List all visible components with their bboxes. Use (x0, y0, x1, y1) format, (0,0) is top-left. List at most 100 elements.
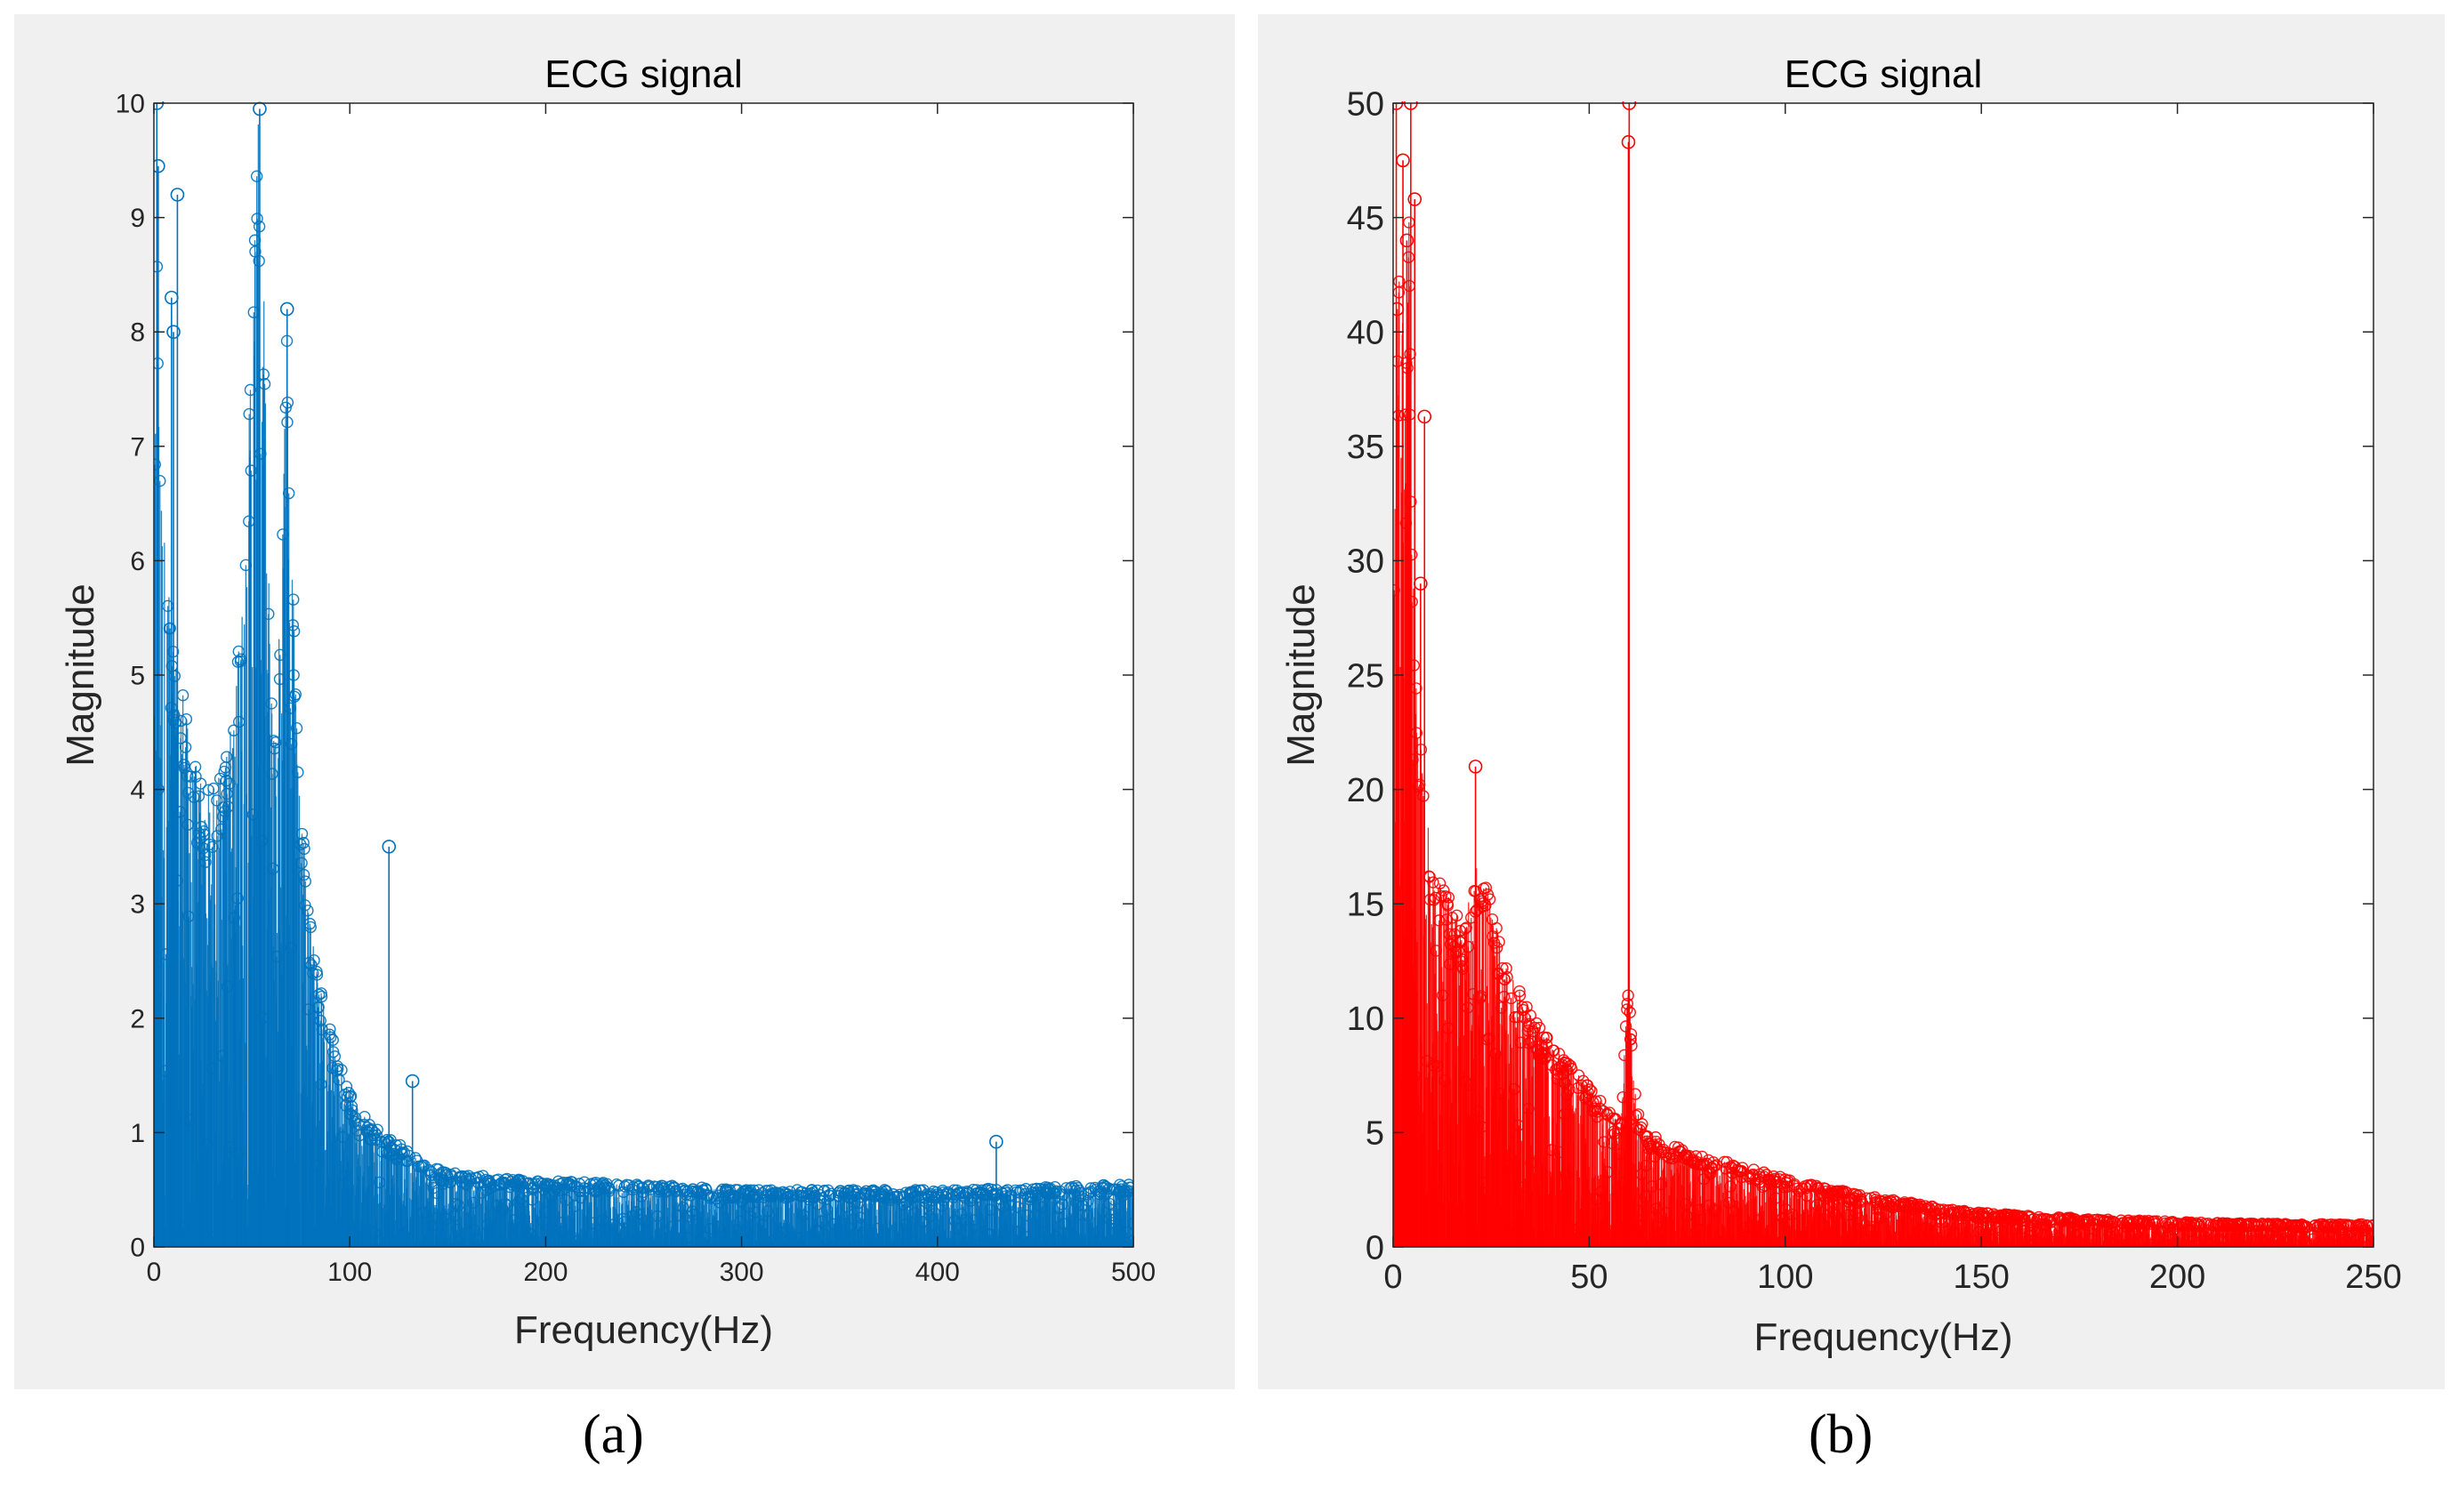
stem-marker-a (447, 1210, 461, 1223)
data-series-a (154, 101, 1133, 1247)
y-tick-label-a-7: 7 (130, 432, 145, 462)
tall-stem-marker-a-4 (166, 325, 181, 340)
stem-marker-a (899, 1218, 913, 1231)
y-tick-label-a-6: 6 (130, 547, 145, 576)
stem-marker-a (870, 1222, 883, 1235)
stem-marker-a (183, 1114, 196, 1126)
stem-marker-a (199, 856, 212, 868)
chart-title-a: ECG signal (544, 52, 743, 96)
stem-marker-a (302, 905, 314, 917)
stem-marker-a (154, 458, 161, 470)
stem-marker-a (630, 1206, 642, 1218)
stem-marker-a (270, 736, 282, 749)
stem-marker-a (214, 772, 227, 785)
stem-marker-a (198, 848, 212, 862)
stem-marker-a (270, 950, 283, 963)
stem-marker-a (1038, 1226, 1051, 1239)
stem-marker-a (250, 170, 263, 182)
tall-stem-marker-a-3 (165, 290, 179, 305)
stem-marker-a (330, 1065, 343, 1077)
stem-marker-a (526, 1194, 539, 1206)
x-axis-label-a: Frequency(Hz) (514, 1308, 773, 1352)
stem-marker-a (188, 791, 200, 803)
stem-marker-a (173, 806, 186, 818)
stem-marker-a (324, 1023, 336, 1035)
stem-marker-a (1070, 1196, 1083, 1210)
y-tick-label-a-8: 8 (130, 318, 145, 348)
stem-marker-a (704, 1222, 716, 1235)
stem-marker-a (216, 810, 230, 823)
stem-marker-a (776, 1226, 788, 1239)
stem-marker-a (287, 669, 300, 681)
stem-marker-a (626, 1210, 640, 1222)
stem-marker-a (857, 1226, 869, 1240)
stem-marker-a (536, 1215, 549, 1227)
stem-marker-a (1058, 1218, 1071, 1230)
stem-marker-a (440, 1169, 454, 1181)
stem-marker-a (211, 794, 223, 807)
stem-marker-a (712, 1221, 725, 1234)
tall-stem-marker-a-8 (405, 1074, 420, 1089)
stem-marker-a (827, 1218, 840, 1231)
stem-marker-a (852, 1196, 866, 1210)
stem-marker-a (636, 1182, 649, 1194)
stem-marker-a (453, 1235, 465, 1247)
stem-marker-a (298, 842, 310, 856)
stem-marker-a (289, 688, 302, 701)
stem-marker-a (231, 892, 244, 905)
stem-marker-a (512, 1196, 525, 1209)
stem-marker-a (1052, 1201, 1066, 1213)
y-tick-label-a-0: 0 (130, 1234, 145, 1263)
stem-marker-a (395, 1143, 408, 1155)
stem-marker-a (182, 910, 195, 923)
stem-marker-a (1127, 1217, 1133, 1229)
stem-marker-a (1081, 1209, 1094, 1222)
stem-marker-a (923, 1203, 936, 1216)
stem-marker-a (820, 1203, 834, 1216)
stem-marker-a (232, 1148, 245, 1161)
stem-marker-a (431, 1186, 443, 1200)
stem-marker-a (568, 1200, 582, 1212)
stem-marker-a (878, 1239, 891, 1247)
stem-marker-a (423, 1164, 436, 1177)
stem-marker-a (245, 464, 257, 477)
stem-marker-a (843, 1187, 857, 1200)
stem-marker-a (290, 722, 303, 735)
stem-marker-a (847, 1212, 860, 1226)
stem-marker-a (1076, 1209, 1088, 1221)
stem-marker-a (299, 875, 311, 888)
stem-marker-a (1056, 1198, 1069, 1210)
stem-marker-a (220, 775, 233, 787)
stem-marker-a (279, 401, 292, 414)
stem-marker-a (1099, 1239, 1112, 1247)
stem-marker-a (811, 1198, 825, 1210)
stem-marker-a (174, 732, 187, 744)
x-tick-label-a-5: 500 (1111, 1258, 1156, 1287)
stem-marker-a (854, 1211, 866, 1224)
stem-marker-a (907, 1191, 919, 1204)
stem-marker-a (961, 1236, 973, 1247)
stem-marker-a (432, 1163, 445, 1176)
y-tick-label-a-4: 4 (130, 776, 145, 805)
stem-marker-a (224, 1141, 238, 1154)
stem-marker-a (368, 1127, 382, 1139)
stem-marker-a (326, 1033, 339, 1046)
stem-marker-a (324, 1031, 337, 1043)
stem-marker-a (815, 1215, 828, 1227)
stem-marker-a (618, 1216, 631, 1228)
stem-marker-a (216, 1050, 229, 1062)
stem-marker-a (797, 1209, 810, 1222)
stem-marker-a (1053, 1235, 1067, 1247)
stem-marker-a (284, 702, 297, 714)
stem-marker-a (164, 622, 176, 635)
stem-marker-a (201, 1138, 214, 1151)
stem-marker-a (304, 921, 317, 934)
stem-marker-a (687, 1208, 700, 1221)
stem-marker-a (159, 1065, 172, 1077)
stem-marker-a (374, 1176, 386, 1189)
x-tick-label-a-4: 400 (915, 1258, 960, 1287)
tall-stem-marker-a-9 (989, 1134, 1003, 1149)
stem-marker-a (371, 1123, 383, 1136)
stem-marker-a (451, 1224, 463, 1236)
